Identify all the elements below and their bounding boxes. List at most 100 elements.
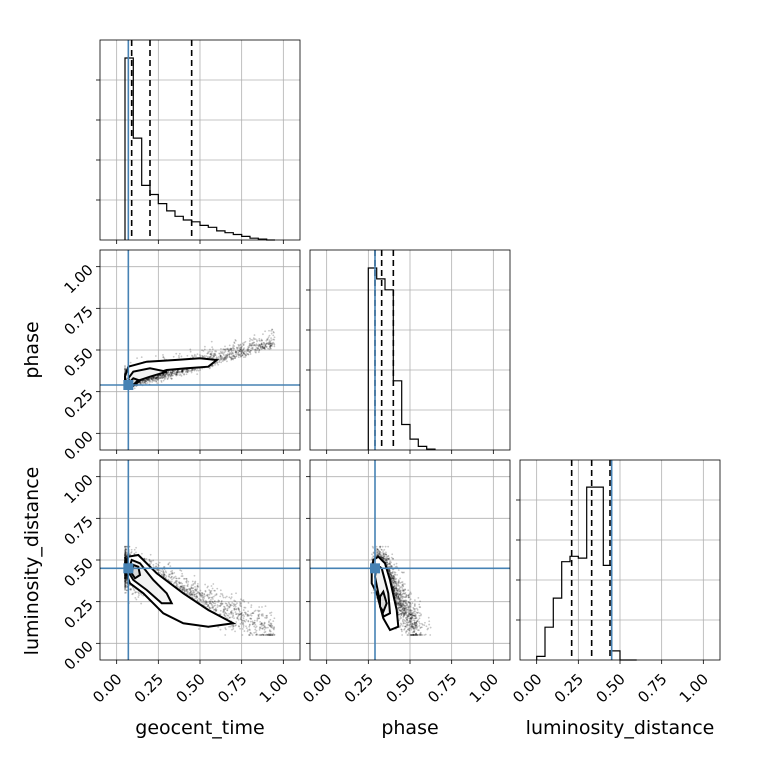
sample-point [124,589,127,591]
sample-point [259,634,262,636]
sample-point [125,582,127,585]
sample-point [267,343,270,346]
sample-point [205,601,208,603]
sample-point [261,623,264,625]
sample-point [124,574,126,577]
sample-point [190,593,193,596]
sample-point [248,629,251,632]
sample-point [179,588,182,590]
sample-point [233,603,236,606]
sample-point [238,625,241,628]
sample-point [273,345,276,348]
sample-point [224,349,227,351]
sample-point [186,592,189,595]
sample-point [182,585,185,587]
sample-point [181,372,184,374]
sample-point [182,586,185,589]
sample-point [215,357,218,360]
sample-point [225,353,228,356]
sample-point [257,345,260,347]
sample-point [410,620,412,623]
sample-point [214,354,217,356]
sample-point [196,595,198,598]
sample-point [257,345,260,347]
sample-point [250,612,253,615]
sample-point [192,584,194,586]
sample-point [210,592,213,595]
sample-point [148,380,151,382]
sample-point [236,346,239,349]
sample-point [146,378,149,381]
sample-point [249,344,251,347]
sample-point [215,609,218,611]
sample-point [160,573,163,576]
sample-point [165,372,168,375]
sample-point [249,614,252,616]
sample-point [254,349,257,351]
sample-point [246,613,249,616]
sample-point [134,596,137,599]
sample-point [124,585,127,588]
sample-point [269,612,271,614]
sample-point [146,378,148,381]
sample-point [173,372,176,375]
sample-point [186,354,189,357]
sample-point [209,600,211,603]
sample-point [199,599,201,601]
sample-point [211,346,214,349]
sample-point [187,580,190,583]
sample-point [210,340,213,343]
sample-point [267,337,269,340]
sample-point [240,613,242,616]
sample-point [252,612,255,614]
sample-point [195,589,198,592]
sample-point [248,634,250,636]
sample-point [197,591,200,594]
sample-point [125,586,127,589]
sample-point [259,627,262,629]
sample-point [144,380,147,383]
sample-point [190,587,193,590]
sample-point [241,349,243,352]
sample-point [209,353,212,356]
sample-point [191,592,194,594]
sample-point [191,369,194,372]
sample-point [208,596,211,599]
sample-point [230,357,232,359]
sample-point [254,338,257,341]
sample-point [143,379,146,382]
sample-point [270,344,273,347]
sample-point [251,621,254,624]
sample-point [250,343,253,345]
sample-point [124,551,126,554]
sample-point [243,353,246,355]
sample-point [222,358,225,361]
sample-point [257,615,260,618]
sample-point [150,377,153,380]
sample-point [263,347,266,350]
sample-point [232,346,234,348]
sample-point [409,623,411,626]
sample-point [129,361,132,364]
sample-point [266,343,268,345]
sample-point [181,370,183,373]
sample-point [124,576,127,579]
sample-point [248,349,250,351]
sample-point [124,584,126,587]
sample-point [223,348,226,351]
sample-point [210,598,212,601]
sample-point [155,562,158,565]
sample-point [261,627,264,630]
sample-point [225,612,228,615]
sample-point [165,575,168,578]
sample-point [268,342,270,345]
sample-point [124,552,127,555]
sample-point [124,577,126,580]
sample-point [258,344,261,347]
sample-point [247,614,250,617]
sample-point [172,355,175,358]
sample-point [211,600,213,603]
sample-point [205,601,208,604]
sample-point [125,555,127,558]
sample-point [155,565,158,568]
